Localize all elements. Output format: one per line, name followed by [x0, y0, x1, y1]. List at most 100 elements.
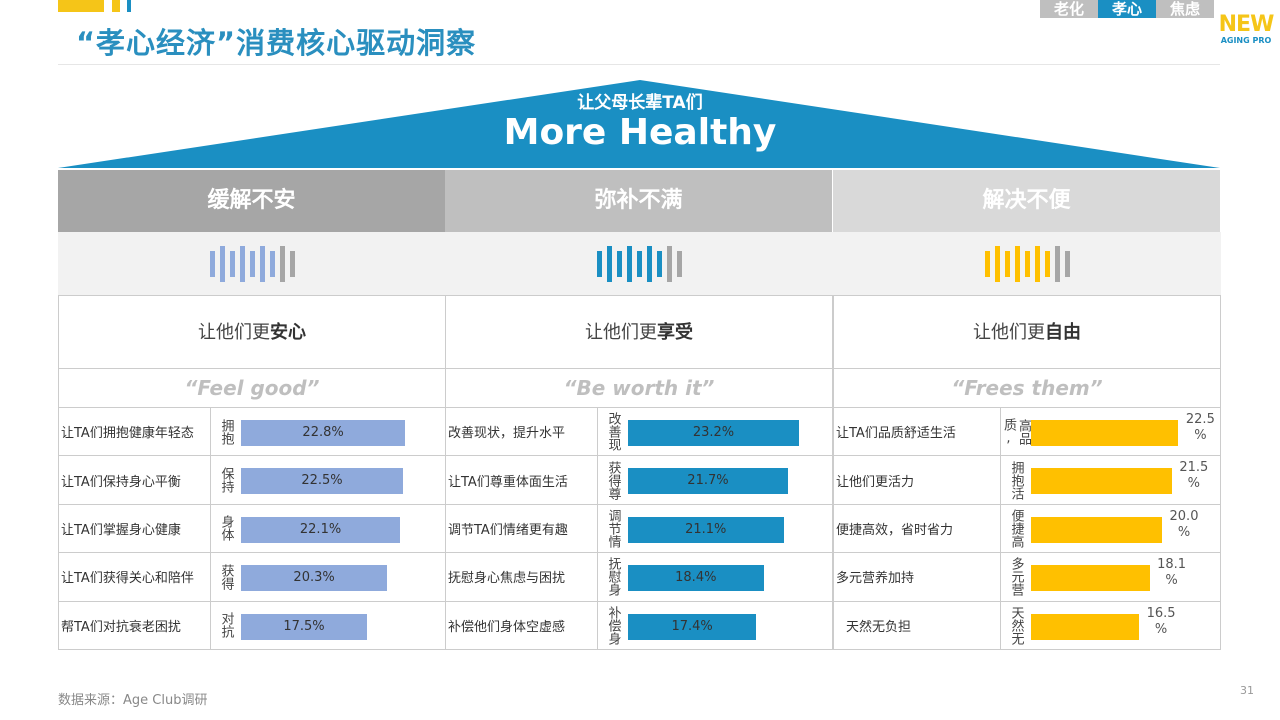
bar-value-label: 22.8%	[302, 425, 344, 440]
barcode-stripe	[1064, 250, 1070, 277]
bar	[1031, 468, 1172, 495]
barcode-stripe	[636, 250, 642, 277]
bar-value-label: 20.3%	[293, 570, 335, 586]
table-row: 改善现状，提升水平 改善现 23.2%	[445, 407, 833, 456]
bar-value-label: 22.5 %	[1185, 412, 1215, 443]
column-2: 弥补不满 让他们更享受 “Be worth it” 改善现状，提升水平 改善现 …	[445, 170, 833, 650]
bar	[1031, 613, 1140, 640]
roof-subtitle: 让父母长辈TA们	[577, 93, 703, 113]
barcode-stripe	[596, 250, 602, 277]
table-row: 让TA们掌握身心健康 身体 22.1%	[58, 503, 446, 553]
bar: 18.4%	[628, 565, 764, 592]
axis-label: 便捷高	[1008, 508, 1024, 548]
row-label: 天然无负担	[834, 601, 1001, 649]
barcode-stripe	[269, 250, 275, 277]
bar-chart: 让TA们品质舒适生活 高品质, 22.5 % 让他们更活力 拥抱活 21.5 %…	[833, 407, 1221, 650]
bar-value-label: 18.1 %	[1157, 557, 1187, 589]
column-header: 解决不便	[833, 170, 1221, 232]
bar-value-label: 17.5%	[283, 618, 325, 634]
barcode-stripe	[209, 250, 215, 277]
barcode-stripe	[676, 250, 682, 277]
bar: 21.1%	[628, 516, 784, 543]
barcode-stripe	[229, 250, 235, 277]
table-row: 让TA们品质舒适生活 高品质, 22.5 %	[833, 407, 1221, 456]
column-subtitle: 让他们更享受	[445, 295, 833, 368]
barcode-icon	[58, 232, 446, 295]
tab-aging[interactable]: 老化	[1040, 0, 1098, 18]
axis-label: 改善现	[605, 412, 621, 452]
row-label: 让TA们尊重体面生活	[446, 456, 598, 504]
column-1: 缓解不安 让他们更安心 “Feel good” 让TA们拥抱健康年轻态 拥抱 2…	[58, 170, 446, 650]
barcode-stripe	[1044, 250, 1050, 277]
subtitle-prefix: 让他们更	[585, 322, 657, 343]
bar-chart: 让TA们拥抱健康年轻态 拥抱 22.8% 让TA们保持身心平衡 保持 22.5%…	[58, 407, 446, 650]
row-label: 便捷高效，省时省力	[834, 504, 1001, 553]
table-row: 便捷高效，省时省力 便捷高 20.0 %	[833, 503, 1221, 553]
bar-value-label: 23.2%	[692, 425, 735, 440]
page-title: “孝心经济”消费核心驱动洞察	[76, 26, 477, 60]
barcode-stripe	[1034, 245, 1040, 282]
table-row: 让TA们保持身心平衡 保持 22.5%	[58, 455, 446, 504]
subtitle-bold: 自由	[1045, 322, 1081, 343]
logo: NEW AGING PRO	[1218, 12, 1275, 46]
data-source: 数据来源：Age Club调研	[58, 693, 208, 708]
bar-value-label: 22.5%	[301, 473, 343, 489]
page-number: 31	[1240, 684, 1254, 697]
row-label: 让TA们保持身心平衡	[59, 456, 211, 504]
bar-chart: 改善现状，提升水平 改善现 23.2% 让TA们尊重体面生活 获得尊 21.7%…	[445, 407, 833, 650]
axis-label: 获得	[218, 563, 234, 590]
subtitle-prefix: 让他们更	[198, 322, 270, 343]
barcode-icon	[833, 232, 1221, 295]
axis-label: 拥抱	[218, 418, 234, 445]
table-row: 让TA们尊重体面生活 获得尊 21.7%	[445, 455, 833, 504]
column-header: 缓解不安	[58, 170, 446, 232]
subtitle-bold: 享受	[657, 322, 693, 343]
bar	[1031, 516, 1162, 543]
barcode-stripe	[1004, 250, 1010, 277]
logo-sub: AGING PRO	[1220, 36, 1272, 45]
table-row: 抚慰身心焦虑与困扰 抚慰身 18.4%	[445, 552, 833, 601]
bar: 23.2%	[628, 420, 799, 446]
tab-anxiety[interactable]: 焦虑	[1156, 0, 1214, 18]
table-row: 多元营养加持 多元营 18.1 %	[833, 552, 1221, 601]
barcode-stripe	[279, 245, 285, 282]
barcode-stripe	[656, 250, 662, 277]
barcode-stripe	[646, 245, 652, 282]
roof-triangle	[58, 80, 1220, 168]
barcode-stripe	[1014, 245, 1020, 282]
bar-value-label: 21.5 %	[1179, 460, 1209, 492]
row-label: 帮TA们对抗衰老困扰	[59, 601, 211, 649]
axis-label: 对抗	[218, 612, 234, 639]
bar-value-label: 18.4%	[675, 570, 717, 586]
barcode-stripe	[239, 245, 245, 282]
axis-label: 天然无	[1008, 605, 1024, 645]
logo-main: NEW	[1218, 12, 1275, 37]
column-subtitle: 让他们更安心	[58, 295, 446, 368]
row-label: 让他们更活力	[834, 456, 1001, 504]
row-label: 让TA们获得关心和陪伴	[59, 553, 211, 601]
axis-label: 补偿身	[605, 605, 621, 645]
bar: 20.3%	[241, 565, 388, 592]
column-quote: “Feel good”	[58, 368, 446, 407]
bar-value-label: 20.0 %	[1169, 508, 1199, 540]
axis-label: 拥抱活	[1008, 460, 1024, 500]
row-label: 让TA们品质舒适生活	[834, 408, 1001, 456]
divider	[58, 64, 1220, 65]
barcode-stripe	[984, 250, 990, 277]
axis-label: 抚慰身	[605, 557, 621, 597]
table-row: 让他们更活力 拥抱活 21.5 %	[833, 455, 1221, 504]
tab-filial[interactable]: 孝心	[1098, 0, 1156, 18]
barcode-stripe	[219, 245, 225, 282]
decor-block	[127, 0, 131, 12]
row-label: 调节TA们情绪更有趣	[446, 504, 598, 553]
axis-label: 调节情	[605, 508, 621, 548]
row-label: 多元营养加持	[834, 553, 1001, 601]
row-label: 抚慰身心焦虑与困扰	[446, 553, 598, 601]
bar: 17.4%	[628, 613, 757, 640]
barcode-stripe	[626, 245, 632, 282]
table-row: 调节TA们情绪更有趣 调节情 21.1%	[445, 503, 833, 553]
bar: 22.1%	[241, 516, 401, 543]
bar: 22.5%	[241, 468, 403, 495]
bar: 22.8%	[241, 420, 406, 446]
axis-label: 高品质,	[1001, 417, 1031, 446]
